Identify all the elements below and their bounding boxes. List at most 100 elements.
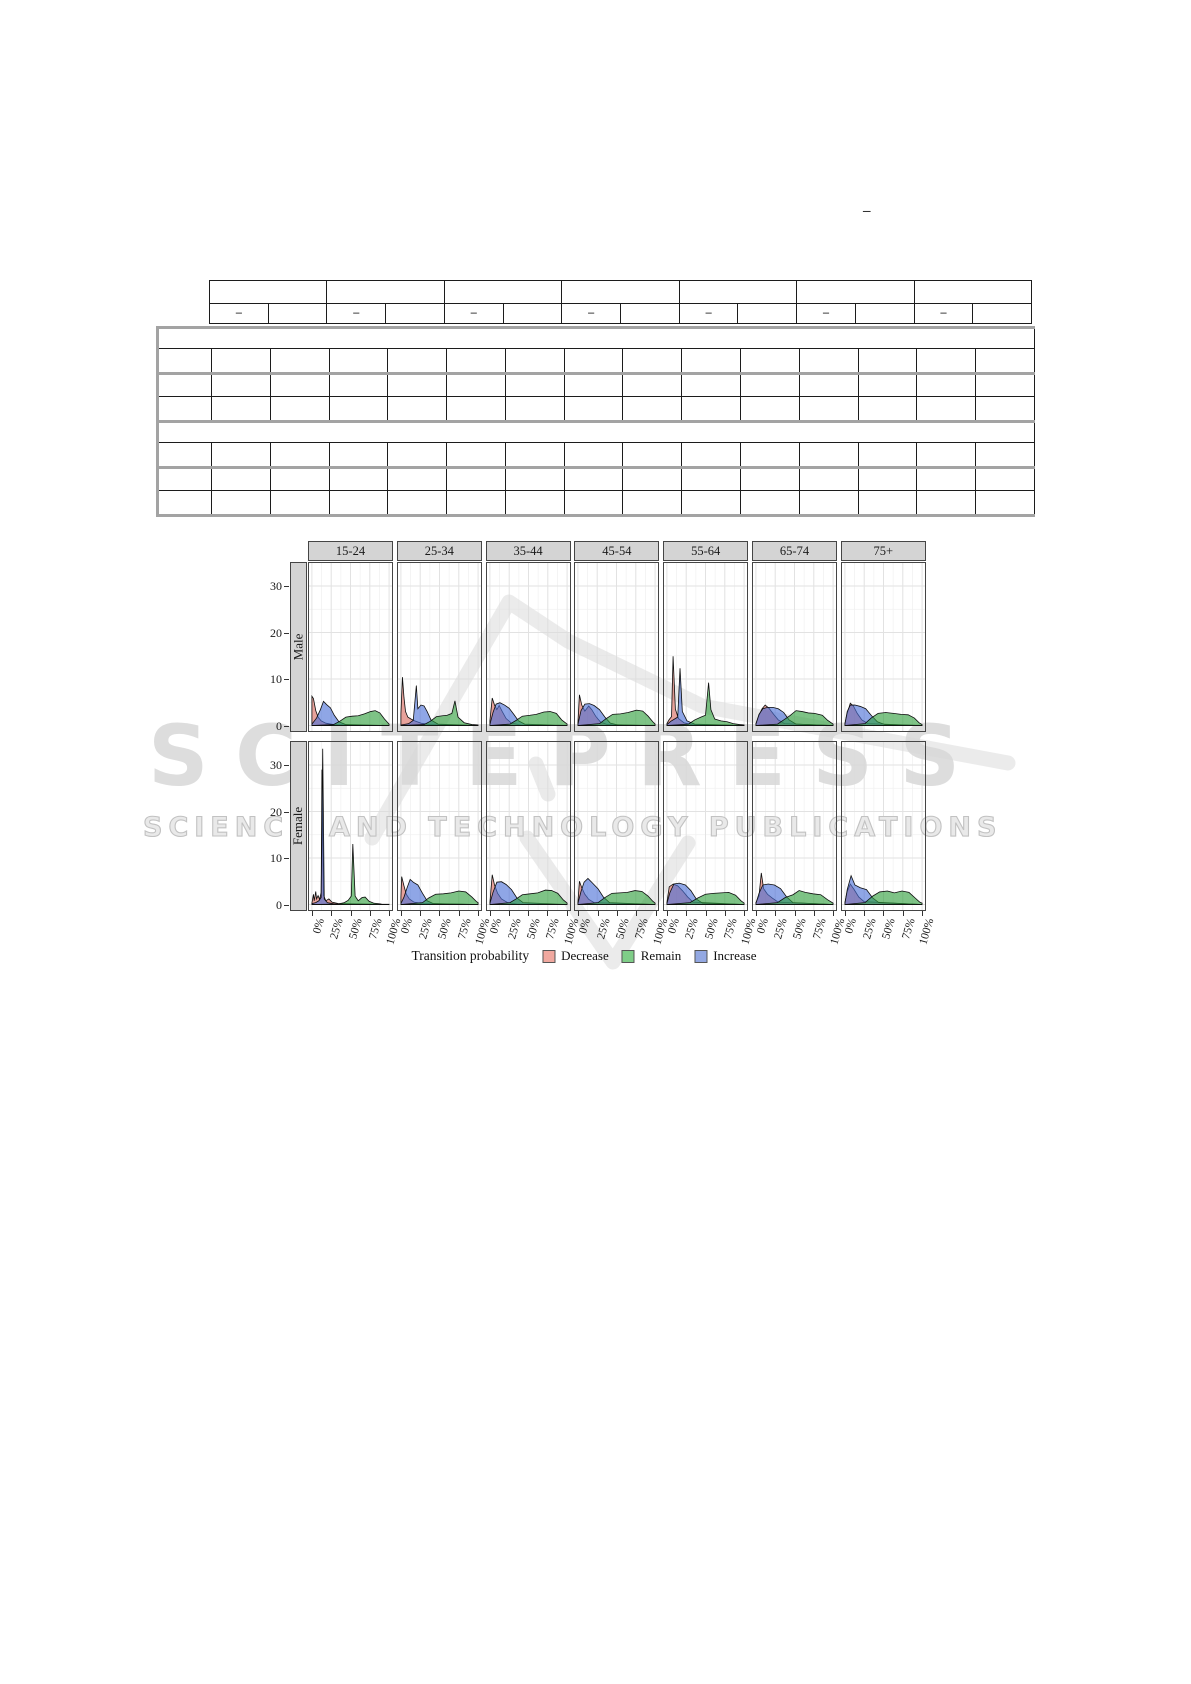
y-tick-label: 0 [276,718,282,733]
legend-label: Remain [640,948,682,963]
table-dash-cell: – [797,304,856,323]
legend-entry-remain: Remain [621,948,682,964]
facet-panel-curves [663,562,748,732]
x-tick-mark [458,911,460,916]
x-tick-label: 25% [594,917,613,941]
density-curves [311,748,390,905]
table-header-block: – – – – – – – [209,280,1033,324]
table-cell [682,397,742,420]
table-cell [682,375,742,396]
table-group-header-cell [562,281,680,303]
table-cell [565,375,624,396]
x-tick-mark [597,911,599,916]
x-tick-label: 25% [417,917,435,941]
density-curves [755,872,834,905]
x-tick-mark [578,911,580,916]
x-tick-mark [489,911,491,916]
table-cell [741,469,800,490]
table-cell [212,443,271,466]
density-curves [666,656,745,726]
table-cell [388,397,448,420]
facet-strip-25-34: 25-34 [396,541,482,561]
table-cell [621,304,680,323]
table-section-cell [159,423,1035,442]
facet-panel-curves [574,562,659,732]
table-row [159,372,1035,396]
table-cell [271,375,330,396]
density-curves [844,874,923,905]
table-cell [271,443,330,466]
table-cell [388,491,448,514]
y-tick-mark [284,679,289,680]
x-tick-label: 50% [702,917,721,941]
density-curves [577,694,656,726]
x-tick-mark [420,911,421,916]
x-tick-mark [616,911,618,916]
table-cell [271,491,330,514]
table-cell [565,491,624,514]
x-tick-label: 75% [899,917,918,941]
x-tick-mark [331,911,333,916]
table-dash-cell: – [680,304,739,323]
x-tick-label: 25% [683,917,701,941]
facet-panel-curves [574,741,659,911]
table-cell [506,397,565,420]
facet-strip-75+: 75+ [840,541,926,561]
table-cell [623,469,683,490]
table-cell [682,349,742,372]
table-cell [330,443,389,466]
x-tick-label: 25% [772,917,790,941]
table-label-cell [159,349,212,372]
table-cell [741,491,800,514]
table-cell [800,491,859,514]
table-cell [856,304,915,323]
table-cell [976,397,1035,420]
table-row [159,348,1035,372]
density-curve-remain [844,890,923,905]
x-tick-mark [400,911,402,916]
legend-entry-increase: Increase [694,948,757,964]
table-row [159,396,1035,420]
table-cell [388,375,448,396]
density-curves [311,694,390,726]
table-group-header-cell [327,281,445,303]
facet-panel-curves [663,741,748,911]
density-curves [489,874,568,905]
y-tick-label: 0 [276,897,282,912]
legend-entry-decrease: Decrease [542,948,609,964]
x-tick-label: 0% [577,917,593,936]
x-tick-mark [755,911,757,916]
density-curves [400,876,479,905]
x-tick-label: 0% [488,917,505,936]
table-cell [565,469,624,490]
table-cell [738,304,798,323]
x-tick-label: 75% [366,917,385,941]
density-curves [755,704,834,726]
x-tick-mark [705,911,707,916]
x-tick-mark [864,911,865,916]
density-curve-remain [400,890,479,905]
density-curve-remain [311,844,390,905]
table-group-header-cell [445,281,563,303]
y-tick-label: 30 [270,758,282,772]
facet-panel-curves [397,562,482,732]
table-cell [976,491,1035,514]
watermark-letter: S [148,707,209,805]
table-cell [917,397,977,420]
table-cell [447,443,506,466]
table-section-row [159,420,1035,442]
y-tick-mark [284,811,289,813]
table-cell [271,469,330,490]
x-tick-label: 0% [399,917,416,936]
x-tick-label: 0% [843,917,860,936]
table-cell [859,375,918,396]
table-cell [741,443,800,466]
table-cell [623,491,683,514]
table-cell [682,491,742,514]
table-cell [859,443,918,466]
x-tick-mark [775,911,777,916]
facet-panel-curves [752,741,837,911]
table-cell [330,349,389,372]
table-cell [506,375,565,396]
